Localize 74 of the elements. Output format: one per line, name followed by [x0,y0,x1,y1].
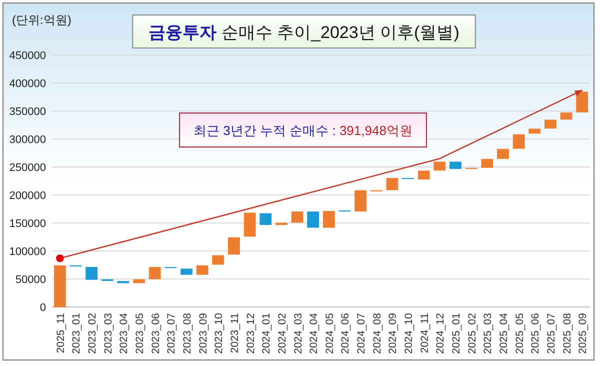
x-tick-label: 2023_03 [102,312,114,354]
bar [54,265,66,308]
bar [196,265,208,275]
bar [450,162,462,169]
y-tick-label: 300000 [9,134,46,146]
bar [228,237,240,255]
bar [528,128,541,134]
y-tick-label: 150000 [9,218,46,230]
x-tick-label: 2023_01 [70,312,83,354]
x-tick-label: 2025_05 [514,312,526,354]
y-tick-label: 50000 [15,274,46,286]
x-tick-label: 2024_09 [387,312,400,354]
x-tick-label: 2024_03 [292,312,304,354]
title: 금융투자 순매수 추이_2023년 이후(월별) [132,14,476,48]
bar [576,92,588,112]
bar [148,266,161,280]
x-tick-label: 2023_04 [118,312,130,354]
y-tick-label: 400000 [9,78,46,90]
bar [244,212,256,237]
annotation: 최근 3년간 누적 순매수 : 391,948억원 [179,112,427,148]
x-tick-label: 2024_07 [356,312,368,354]
x-tick-label: 2025_07 [545,312,558,354]
y-tick-label: 100000 [9,246,46,258]
x-tick-label: 2025_01 [450,312,462,354]
bar [481,158,494,168]
bar [497,148,509,159]
x-tick-label: 2024_02 [276,312,288,354]
x-tick-label: 2025_04 [498,312,510,354]
y-tick-label: 350000 [9,106,46,118]
x-tick-label: 2025_03 [482,312,494,354]
bar [544,120,556,129]
x-tick-label: 2023_02 [86,312,99,354]
x-tick-label: 2023_12 [244,312,257,354]
bar [322,210,335,228]
x-tick-label: 2025_06 [530,312,542,354]
bar [386,178,398,190]
x-tick-label: 2023_08 [182,312,194,354]
x-tick-label: 2023_11 [228,312,241,354]
x-tick-label: 2024_12 [434,312,447,354]
x-tick-label: 2024_01 [260,312,273,354]
y-tick-label: 450000 [9,50,46,62]
bar [512,134,525,149]
y-tick-label: 200000 [9,190,46,202]
y-tick-label: 250000 [9,162,46,174]
bar [260,213,272,225]
annotation: 최근 3년간 누적 순매수 : 391,948억원 [194,123,412,138]
x-tick-label: 2024_06 [340,312,352,354]
x-tick-label: 2023_05 [134,312,146,354]
x-tick-label: 2025_02 [466,312,478,354]
x-tick-label: 2023_06 [150,312,162,354]
x-tick-label: 2023_09 [197,312,210,354]
bar [307,212,320,228]
bar [86,266,98,280]
bar [212,255,224,265]
bar [291,212,304,223]
bar [418,170,430,180]
x-tick-label: 2024_04 [308,312,320,354]
x-tick-label: 2025_11 [54,312,67,354]
bar [354,190,367,212]
x-tick-label: 2024_05 [324,312,336,354]
bar [560,112,572,120]
x-tick-label: 2025_08 [561,312,574,354]
bar [180,268,192,275]
x-tick-label: 2024_11 [418,312,431,354]
chart-title: 금융투자 순매수 추이_2023년 이후(월별) [148,23,460,42]
bar [133,279,145,284]
y-tick-label: 0 [40,302,46,314]
x-tick-label: 2023_07 [166,312,178,354]
bar [434,162,446,171]
x-tick-label: 2024_10 [403,312,416,354]
x-tick-label: 2025_09 [577,312,590,354]
y-axis-title: (단위:억원) [12,13,72,27]
x-tick-label: 2024_08 [371,312,384,354]
x-tick-label: 2023_10 [213,312,226,354]
